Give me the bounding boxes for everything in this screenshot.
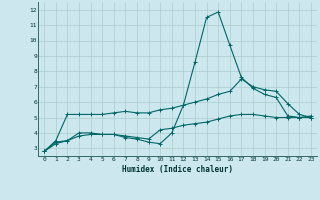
X-axis label: Humidex (Indice chaleur): Humidex (Indice chaleur) — [122, 165, 233, 174]
